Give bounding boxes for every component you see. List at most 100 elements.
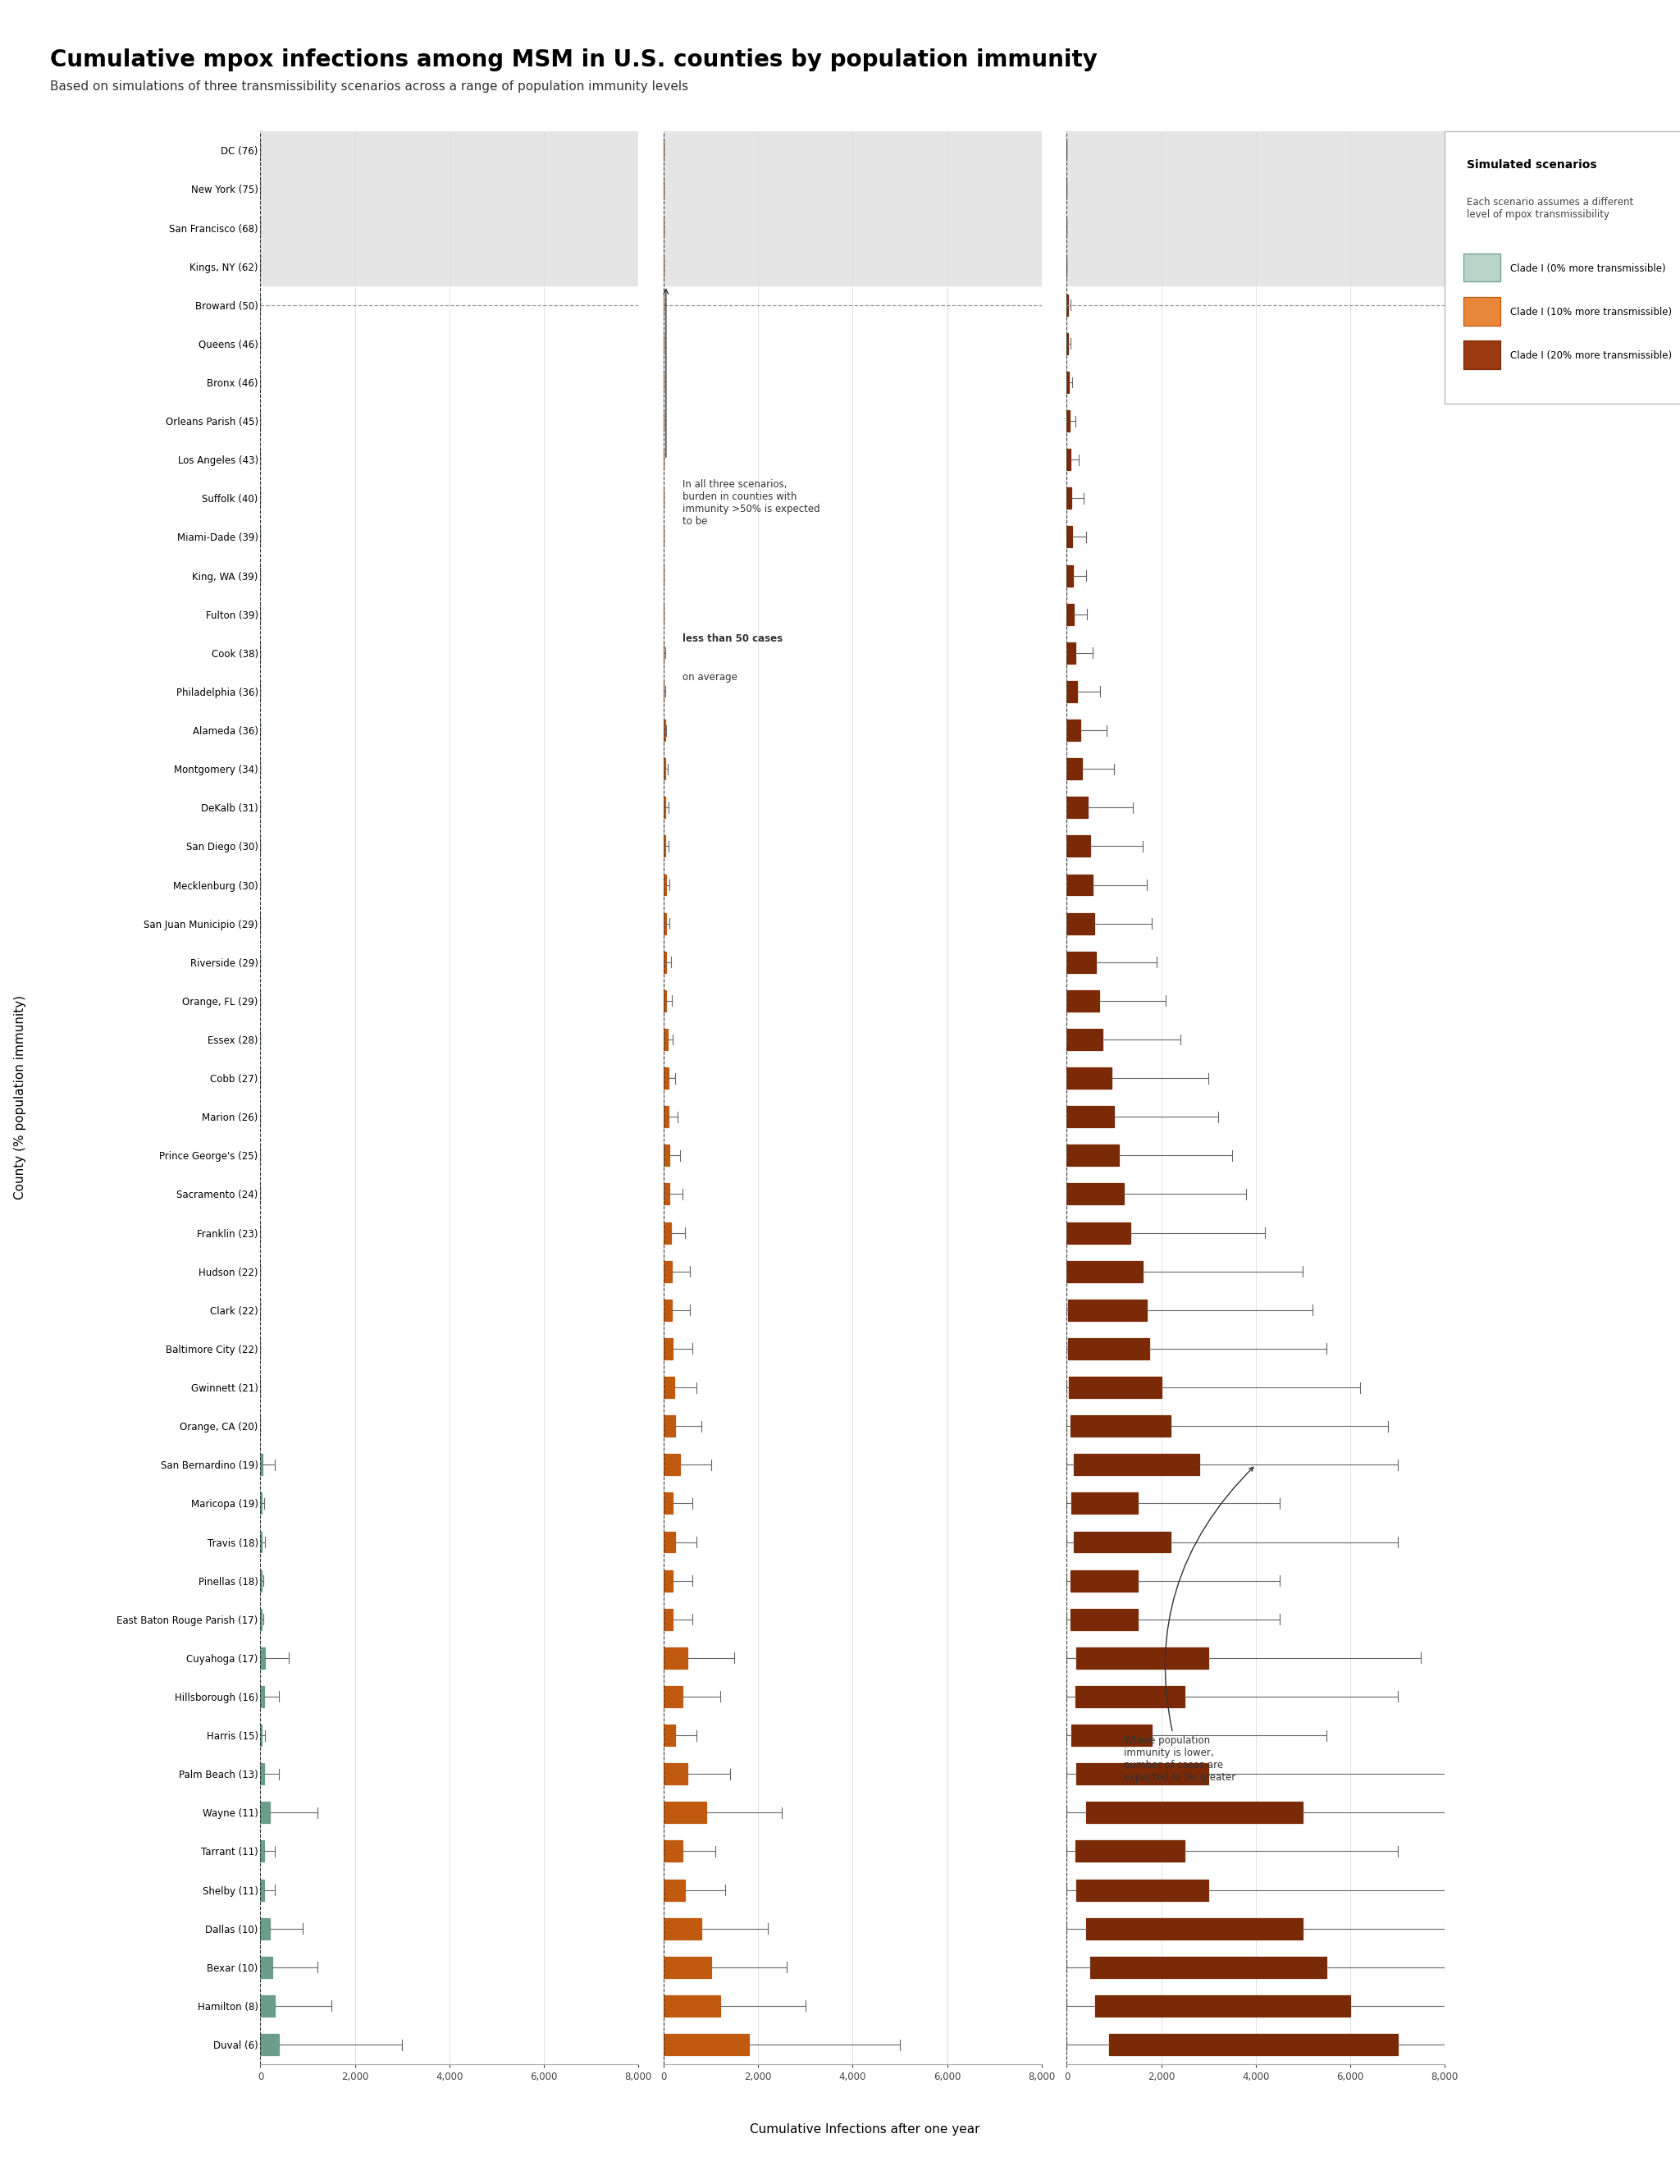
Text: Based on simulations of three transmissibility scenarios across a range of popul: Based on simulations of three transmissi… — [50, 81, 689, 94]
PathPatch shape — [1072, 1725, 1152, 1745]
PathPatch shape — [1109, 2033, 1398, 2055]
PathPatch shape — [1085, 1802, 1304, 1824]
PathPatch shape — [664, 1802, 706, 1824]
Text: on average: on average — [682, 673, 738, 684]
PathPatch shape — [1067, 1260, 1142, 1282]
PathPatch shape — [664, 1762, 687, 1784]
Bar — [1067, 131, 1445, 286]
PathPatch shape — [1067, 1223, 1131, 1243]
PathPatch shape — [664, 2033, 749, 2055]
PathPatch shape — [1075, 1841, 1184, 1863]
PathPatch shape — [664, 1686, 682, 1708]
PathPatch shape — [260, 1957, 272, 1979]
PathPatch shape — [664, 1376, 674, 1398]
PathPatch shape — [1070, 1415, 1171, 1437]
PathPatch shape — [1067, 719, 1080, 740]
Text: In all three scenarios,
burden in counties with
immunity >50% is expected
to be: In all three scenarios, burden in counti… — [682, 478, 820, 526]
Text: Clade I (10% more transmissible): Clade I (10% more transmissible) — [1510, 308, 1672, 317]
PathPatch shape — [664, 1725, 675, 1745]
PathPatch shape — [664, 1339, 674, 1358]
PathPatch shape — [664, 1299, 672, 1321]
PathPatch shape — [1077, 1878, 1208, 1900]
PathPatch shape — [1067, 1144, 1119, 1166]
PathPatch shape — [1068, 1299, 1147, 1321]
PathPatch shape — [1067, 642, 1075, 664]
PathPatch shape — [664, 1610, 674, 1629]
PathPatch shape — [260, 1647, 265, 1669]
Bar — [260, 131, 638, 286]
PathPatch shape — [1067, 411, 1070, 432]
PathPatch shape — [664, 1260, 672, 1282]
PathPatch shape — [664, 1068, 669, 1090]
PathPatch shape — [1067, 1105, 1114, 1127]
PathPatch shape — [1068, 1339, 1149, 1358]
PathPatch shape — [1067, 603, 1074, 625]
Text: County (% population immunity): County (% population immunity) — [13, 996, 27, 1199]
PathPatch shape — [664, 874, 665, 895]
PathPatch shape — [1067, 989, 1099, 1011]
PathPatch shape — [1067, 1068, 1112, 1090]
PathPatch shape — [664, 1647, 687, 1669]
PathPatch shape — [260, 2033, 279, 2055]
PathPatch shape — [664, 1841, 682, 1863]
PathPatch shape — [1067, 450, 1070, 470]
PathPatch shape — [1067, 797, 1089, 819]
PathPatch shape — [260, 1878, 264, 1900]
PathPatch shape — [260, 1762, 264, 1784]
PathPatch shape — [1070, 1610, 1137, 1629]
PathPatch shape — [1067, 758, 1082, 780]
PathPatch shape — [260, 1802, 270, 1824]
PathPatch shape — [1067, 913, 1094, 935]
PathPatch shape — [1067, 952, 1095, 972]
PathPatch shape — [664, 1184, 670, 1206]
Bar — [664, 131, 1042, 286]
PathPatch shape — [1072, 1492, 1137, 1514]
PathPatch shape — [1090, 1957, 1327, 1979]
Text: Simulated scenarios: Simulated scenarios — [1467, 159, 1596, 170]
PathPatch shape — [1074, 1455, 1200, 1476]
PathPatch shape — [664, 1455, 680, 1476]
PathPatch shape — [260, 1918, 270, 1939]
PathPatch shape — [664, 1531, 675, 1553]
PathPatch shape — [1067, 487, 1072, 509]
PathPatch shape — [664, 1223, 670, 1243]
PathPatch shape — [664, 1996, 721, 2016]
PathPatch shape — [664, 1570, 674, 1592]
PathPatch shape — [664, 989, 667, 1011]
PathPatch shape — [664, 1105, 669, 1127]
PathPatch shape — [1070, 1570, 1137, 1592]
PathPatch shape — [1067, 1029, 1102, 1051]
Text: less than 50 cases: less than 50 cases — [682, 633, 783, 644]
Text: Cumulative mpox infections among MSM in U.S. counties by population immunity: Cumulative mpox infections among MSM in … — [50, 48, 1097, 72]
PathPatch shape — [664, 1957, 711, 1979]
PathPatch shape — [1067, 526, 1072, 548]
PathPatch shape — [664, 1029, 667, 1051]
PathPatch shape — [1077, 1647, 1208, 1669]
Text: Each scenario assumes a different
level of mpox transmissibility: Each scenario assumes a different level … — [1467, 197, 1633, 221]
PathPatch shape — [260, 1686, 264, 1708]
PathPatch shape — [260, 1455, 262, 1476]
PathPatch shape — [664, 1878, 685, 1900]
PathPatch shape — [664, 1918, 702, 1939]
PathPatch shape — [1068, 1376, 1161, 1398]
PathPatch shape — [664, 1144, 669, 1166]
PathPatch shape — [1067, 681, 1077, 703]
Text: Where population
immunity is lower,
number of cases are
expected to be greater: Where population immunity is lower, numb… — [1124, 1468, 1253, 1782]
PathPatch shape — [1067, 1184, 1124, 1206]
PathPatch shape — [260, 1996, 274, 2016]
PathPatch shape — [664, 952, 667, 972]
PathPatch shape — [1067, 566, 1074, 585]
PathPatch shape — [664, 1492, 674, 1514]
PathPatch shape — [1095, 1996, 1351, 2016]
PathPatch shape — [664, 913, 665, 935]
PathPatch shape — [260, 1841, 264, 1863]
PathPatch shape — [1075, 1686, 1184, 1708]
PathPatch shape — [1077, 1762, 1208, 1784]
PathPatch shape — [1085, 1918, 1304, 1939]
Text: Clade I (20% more transmissible): Clade I (20% more transmissible) — [1510, 352, 1672, 360]
PathPatch shape — [1067, 836, 1090, 856]
PathPatch shape — [1067, 371, 1068, 393]
PathPatch shape — [1067, 874, 1092, 895]
PathPatch shape — [664, 1415, 675, 1437]
PathPatch shape — [1074, 1531, 1171, 1553]
